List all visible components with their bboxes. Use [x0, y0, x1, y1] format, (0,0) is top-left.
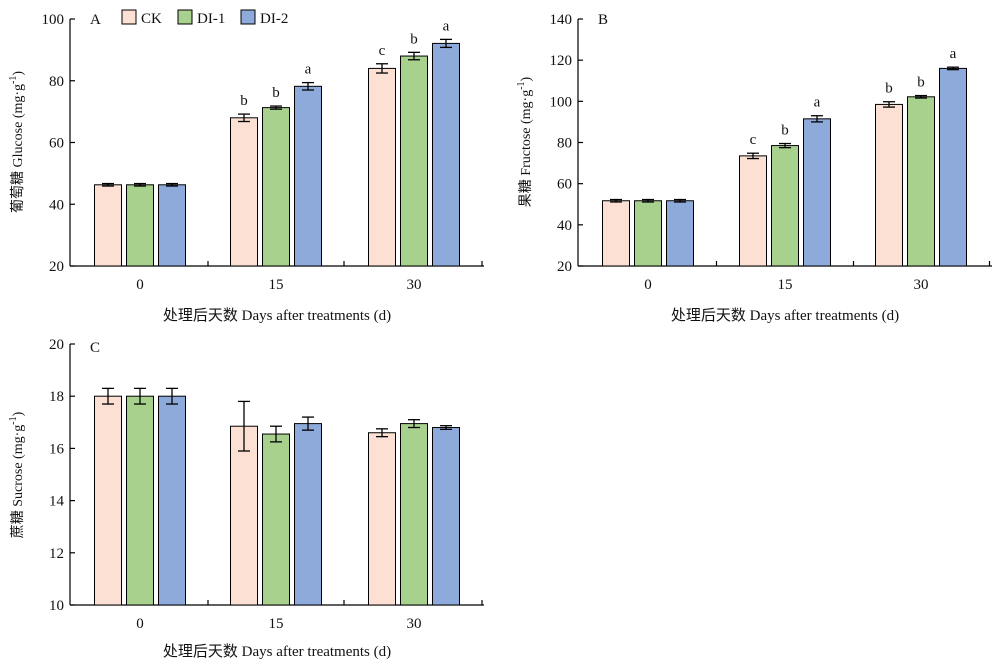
- significance-label-a: b: [240, 93, 248, 109]
- legend-label-di-2: DI-2: [260, 11, 288, 27]
- bar-a-ck-day-15: [230, 117, 258, 267]
- panel-label-c: C: [90, 340, 100, 356]
- y-tick-label-b: 40: [557, 218, 572, 234]
- x-tick-label-b: 0: [644, 277, 652, 293]
- y-tick-label-b: 20: [557, 259, 572, 275]
- x-tick-label-c: 30: [407, 616, 422, 632]
- legend-label-di-1: DI-1: [197, 11, 225, 27]
- y-tick-label-a: 100: [42, 12, 65, 28]
- x-axis-title-a: 处理后天数 Days after treatments (d): [163, 307, 391, 324]
- y-tick-label-a: 20: [49, 259, 64, 275]
- marks-panel-c: 10 12 14 16 18 20 0 15 30: [49, 337, 483, 632]
- y-tick-label-a: 60: [49, 136, 64, 152]
- bar-a-di-2-day-15: [294, 85, 322, 267]
- significance-label-b: b: [885, 81, 893, 97]
- significance-label-a: b: [410, 31, 418, 47]
- legend-item-di-1: DI-1: [177, 9, 225, 27]
- legend-swatch-di-2: [240, 9, 256, 25]
- panel-label-b: B: [598, 12, 608, 28]
- panel-a: A 葡萄糖 Glucose (mg·g-1) 处理后天数 Days after …: [8, 9, 484, 324]
- panel-c: C 蔗糖 Sucrose (mg·g-1) 处理后天数 Days after t…: [8, 340, 484, 660]
- bar-b-di-1-day-30: [907, 96, 935, 267]
- x-tick-label-b: 30: [914, 277, 929, 293]
- x-tick-label-b: 15: [778, 277, 793, 293]
- bar-b-ck-day-30: [875, 103, 903, 267]
- bar-b-di-1-day-0: [634, 200, 662, 267]
- panel-label-a: A: [90, 12, 101, 28]
- bar-b-di-1-day-15: [771, 145, 799, 267]
- bar-a-di-2-day-0: [158, 184, 186, 267]
- significance-label-a: c: [379, 43, 386, 59]
- y-tick-label-b: 100: [550, 94, 573, 110]
- bar-a-di-1-day-30: [400, 55, 428, 267]
- bar-b-ck-day-0: [602, 200, 630, 267]
- bar-c-ck-day-30: [368, 432, 396, 606]
- significance-label-a: a: [443, 18, 450, 34]
- bar-c-di-1-day-0: [126, 395, 154, 606]
- bar-c-di-1-day-15: [262, 433, 290, 606]
- x-tick-label-a: 15: [269, 277, 284, 293]
- x-axis-title-c: 处理后天数 Days after treatments (d): [163, 643, 391, 660]
- bar-c-ck-day-15: [230, 425, 258, 606]
- legend-swatch-ck: [121, 9, 137, 25]
- bar-c-di-2-day-0: [158, 395, 186, 606]
- y-tick-label-c: 16: [49, 441, 65, 457]
- significance-label-b: c: [750, 132, 757, 148]
- y-tick-label-b: 140: [550, 12, 573, 28]
- bar-a-di-1-day-0: [126, 184, 154, 267]
- bar-a-ck-day-0: [94, 184, 122, 267]
- y-tick-label-b: 80: [557, 136, 572, 152]
- bar-b-di-2-day-15: [803, 118, 831, 267]
- y-axis-title-a: 葡萄糖 Glucose (mg·g-1): [8, 71, 26, 213]
- bar-c-di-2-day-30: [432, 427, 460, 606]
- y-tick-label-b: 60: [557, 177, 572, 193]
- legend-item-ck: CK: [121, 9, 162, 27]
- significance-label-a: b: [272, 85, 280, 101]
- significance-label-b: b: [917, 75, 925, 91]
- bar-c-di-1-day-30: [400, 423, 428, 606]
- significance-label-a: a: [305, 62, 312, 78]
- bar-b-di-2-day-0: [666, 200, 694, 267]
- x-tick-label-a: 0: [136, 277, 144, 293]
- bar-b-ck-day-15: [739, 155, 767, 267]
- legend-item-di-2: DI-2: [240, 9, 288, 27]
- y-tick-label-a: 40: [49, 197, 64, 213]
- y-tick-label-c: 20: [49, 337, 64, 353]
- y-tick-label-c: 18: [49, 389, 64, 405]
- bar-c-ck-day-0: [94, 395, 122, 606]
- y-tick-label-c: 12: [49, 546, 64, 562]
- bar-c-di-2-day-15: [294, 423, 322, 606]
- y-axis-title-c: 蔗糖 Sucrose (mg·g-1): [8, 411, 26, 538]
- y-tick-label-c: 10: [49, 598, 64, 614]
- significance-label-b: a: [814, 95, 821, 111]
- legend: CK DI-1 DI-2: [121, 9, 288, 27]
- marks-panel-b: 20 40 60 80 100 120 140 0 15 30 c b b b a a: [550, 12, 991, 293]
- y-tick-label-a: 80: [49, 74, 64, 90]
- y-tick-label-c: 14: [49, 494, 65, 510]
- bar-a-di-1-day-15: [262, 107, 290, 267]
- bar-b-di-2-day-30: [939, 67, 967, 267]
- marks-panel-a: 20 40 60 80 100 0 15 30 b c b b a a: [42, 12, 483, 293]
- y-axis-title-b: 果糖 Fructose (mg·g-1): [516, 76, 534, 207]
- x-tick-label-c: 0: [136, 616, 144, 632]
- y-tick-label-b: 120: [550, 53, 573, 69]
- x-axis-title-b: 处理后天数 Days after treatments (d): [671, 307, 899, 324]
- bar-a-ck-day-30: [368, 67, 396, 267]
- legend-label-ck: CK: [141, 11, 162, 27]
- legend-swatch-di-1: [177, 9, 193, 25]
- significance-label-b: b: [781, 123, 789, 139]
- x-tick-label-c: 15: [269, 616, 284, 632]
- bar-a-di-2-day-30: [432, 42, 460, 267]
- significance-label-b: a: [950, 46, 957, 62]
- x-tick-label-a: 30: [407, 277, 422, 293]
